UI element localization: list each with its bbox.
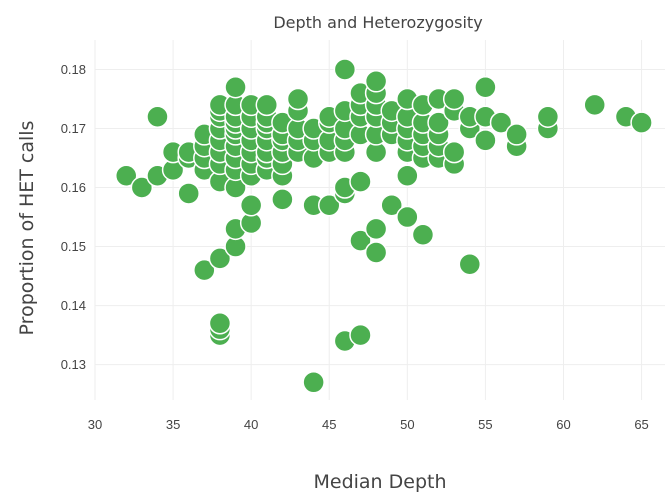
- data-point[interactable]: [380, 193, 403, 217]
- data-point[interactable]: [364, 70, 388, 93]
- x-tick-label: 45: [322, 417, 336, 432]
- data-points: [114, 58, 653, 394]
- data-point[interactable]: [474, 75, 497, 99]
- data-point[interactable]: [114, 164, 138, 187]
- x-tick-label: 55: [478, 417, 492, 432]
- y-tick-label: 0.15: [61, 239, 86, 254]
- data-point[interactable]: [239, 193, 263, 217]
- data-point[interactable]: [411, 223, 435, 247]
- data-point[interactable]: [427, 111, 450, 134]
- y-tick-label: 0.13: [61, 357, 86, 372]
- x-tick-label: 60: [556, 417, 570, 432]
- data-point[interactable]: [536, 105, 560, 128]
- y-axis-ticks: 0.13 0.14 0.15 0.16 0.17 0.18: [61, 62, 86, 372]
- data-point[interactable]: [630, 111, 653, 134]
- data-point[interactable]: [286, 87, 310, 111]
- x-axis-ticks: 30 35 40 45 50 55 60 65: [88, 417, 649, 432]
- data-point[interactable]: [193, 258, 216, 282]
- data-point[interactable]: [474, 129, 497, 152]
- y-axis-title: Proportion of HET calls: [16, 121, 38, 336]
- x-tick-label: 40: [244, 417, 258, 432]
- x-tick-label: 30: [88, 417, 102, 432]
- y-tick-label: 0.18: [61, 62, 86, 77]
- data-point[interactable]: [583, 93, 606, 117]
- x-tick-label: 65: [634, 417, 648, 432]
- x-tick-label: 50: [400, 417, 414, 432]
- data-point[interactable]: [333, 58, 357, 81]
- y-tick-label: 0.17: [61, 121, 86, 136]
- data-point[interactable]: [177, 182, 200, 205]
- data-point[interactable]: [396, 205, 419, 229]
- y-tick-label: 0.16: [61, 180, 86, 195]
- data-point[interactable]: [224, 75, 247, 99]
- data-point[interactable]: [489, 111, 513, 134]
- data-point[interactable]: [442, 87, 466, 111]
- data-point[interactable]: [349, 170, 372, 193]
- data-point[interactable]: [458, 253, 482, 276]
- data-point[interactable]: [271, 188, 294, 211]
- data-point[interactable]: [302, 371, 325, 394]
- data-point[interactable]: [364, 217, 388, 241]
- data-point[interactable]: [130, 176, 154, 199]
- data-point[interactable]: [317, 193, 341, 217]
- data-point[interactable]: [505, 123, 528, 146]
- data-point[interactable]: [364, 241, 388, 264]
- x-tick-label: 35: [166, 417, 180, 432]
- data-point[interactable]: [349, 229, 372, 252]
- data-point[interactable]: [442, 140, 466, 164]
- data-point[interactable]: [349, 323, 372, 347]
- chart-title: Depth and Heterozygosity: [273, 13, 482, 32]
- data-point[interactable]: [255, 93, 279, 117]
- y-tick-label: 0.14: [61, 298, 86, 313]
- data-point[interactable]: [146, 105, 169, 128]
- data-point[interactable]: [396, 164, 419, 187]
- data-point[interactable]: [208, 312, 232, 335]
- x-axis-title: Median Depth: [313, 471, 446, 493]
- data-point[interactable]: [208, 247, 232, 270]
